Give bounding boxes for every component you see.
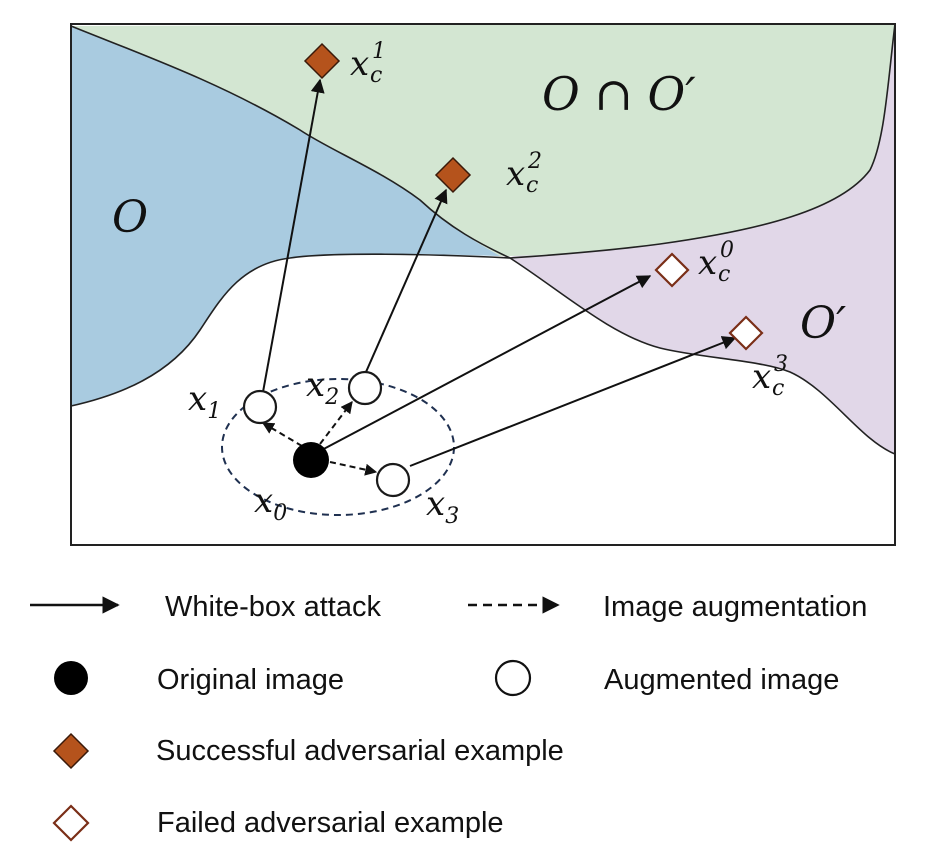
legend: White-box attack Image augmentation Orig… (30, 591, 867, 842)
augmented-image-x3 (375, 462, 411, 498)
o-prime-boundary (509, 23, 896, 259)
attack-arrow-x1 (262, 78, 325, 393)
region-intersection-label: O ∩ O′ (542, 67, 696, 121)
successful-adversarial-xc2 (434, 156, 472, 194)
svg-text:x: x (698, 243, 717, 283)
label-x2: x2 (306, 365, 339, 410)
augment-arrow-x2 (319, 401, 353, 445)
augmentation-ellipse (221, 378, 455, 516)
label-xc1: x c 1 (350, 39, 386, 88)
legend-image-augmentation-label: Image augmentation (603, 591, 867, 623)
svg-text:x: x (350, 44, 369, 84)
augmented-image-x2 (347, 370, 383, 406)
region-intersection (71, 24, 895, 256)
svg-text:x0: x0 (254, 481, 287, 526)
svg-text:x: x (752, 357, 771, 397)
original-image-x0 (293, 442, 329, 478)
frame-border (70, 23, 896, 546)
legend-hollow-diamond (52, 804, 90, 842)
legend-augmented-image: Augmented image (494, 659, 839, 697)
svg-text:c: c (370, 63, 382, 88)
label-xc3: x c 3 (752, 352, 788, 401)
legend-original-image-label: Original image (157, 664, 344, 696)
label-x1: x1 (188, 379, 221, 424)
region-o-label: O (112, 192, 148, 243)
region-o (71, 26, 500, 406)
svg-text:c: c (718, 262, 730, 287)
svg-text:c: c (772, 376, 784, 401)
svg-text:0: 0 (720, 238, 734, 263)
legend-hollow-circle (494, 659, 532, 697)
legend-white-box-attack-label: White-box attack (165, 591, 381, 623)
legend-successful-adversarial: Successful adversarial example (52, 732, 564, 770)
augment-arrow-x3 (329, 461, 378, 476)
legend-failed-adversarial: Failed adversarial example (52, 804, 504, 842)
svg-text:c: c (526, 173, 538, 198)
label-xc0: x c 0 (698, 238, 734, 287)
legend-image-augmentation: Image augmentation (468, 591, 867, 623)
svg-text:x2: x2 (306, 365, 339, 410)
svg-text:2: 2 (527, 149, 542, 174)
attack-arrow-x3 (409, 336, 737, 467)
attack-arrow-x2 (365, 188, 448, 373)
o-boundary (70, 25, 511, 259)
legend-filled-circle (54, 661, 88, 695)
legend-failed-adversarial-label: Failed adversarial example (157, 807, 504, 839)
successful-adversarial-xc1 (303, 42, 341, 80)
svg-text:3: 3 (774, 352, 788, 377)
legend-original-image: Original image (54, 661, 344, 696)
label-xc2: x c 2 (506, 149, 542, 198)
svg-text:1: 1 (372, 39, 386, 64)
legend-filled-diamond (52, 732, 90, 770)
augment-arrow-x1 (261, 422, 303, 447)
legend-augmented-image-label: Augmented image (604, 664, 839, 696)
svg-text:x3: x3 (426, 484, 459, 529)
label-x3: x3 (426, 484, 459, 529)
failed-adversarial-xc0 (654, 252, 690, 288)
legend-white-box-attack: White-box attack (30, 591, 381, 623)
attack-arrow-x0 (317, 275, 652, 453)
region-o-prime-label: O′ (800, 298, 846, 349)
failed-adversarial-xc3 (728, 315, 764, 351)
label-x0: x0 (254, 481, 287, 526)
augmented-image-x1 (242, 389, 278, 425)
svg-text:x: x (506, 154, 525, 194)
svg-text:x1: x1 (188, 379, 221, 424)
legend-successful-adversarial-label: Successful adversarial example (156, 735, 564, 767)
